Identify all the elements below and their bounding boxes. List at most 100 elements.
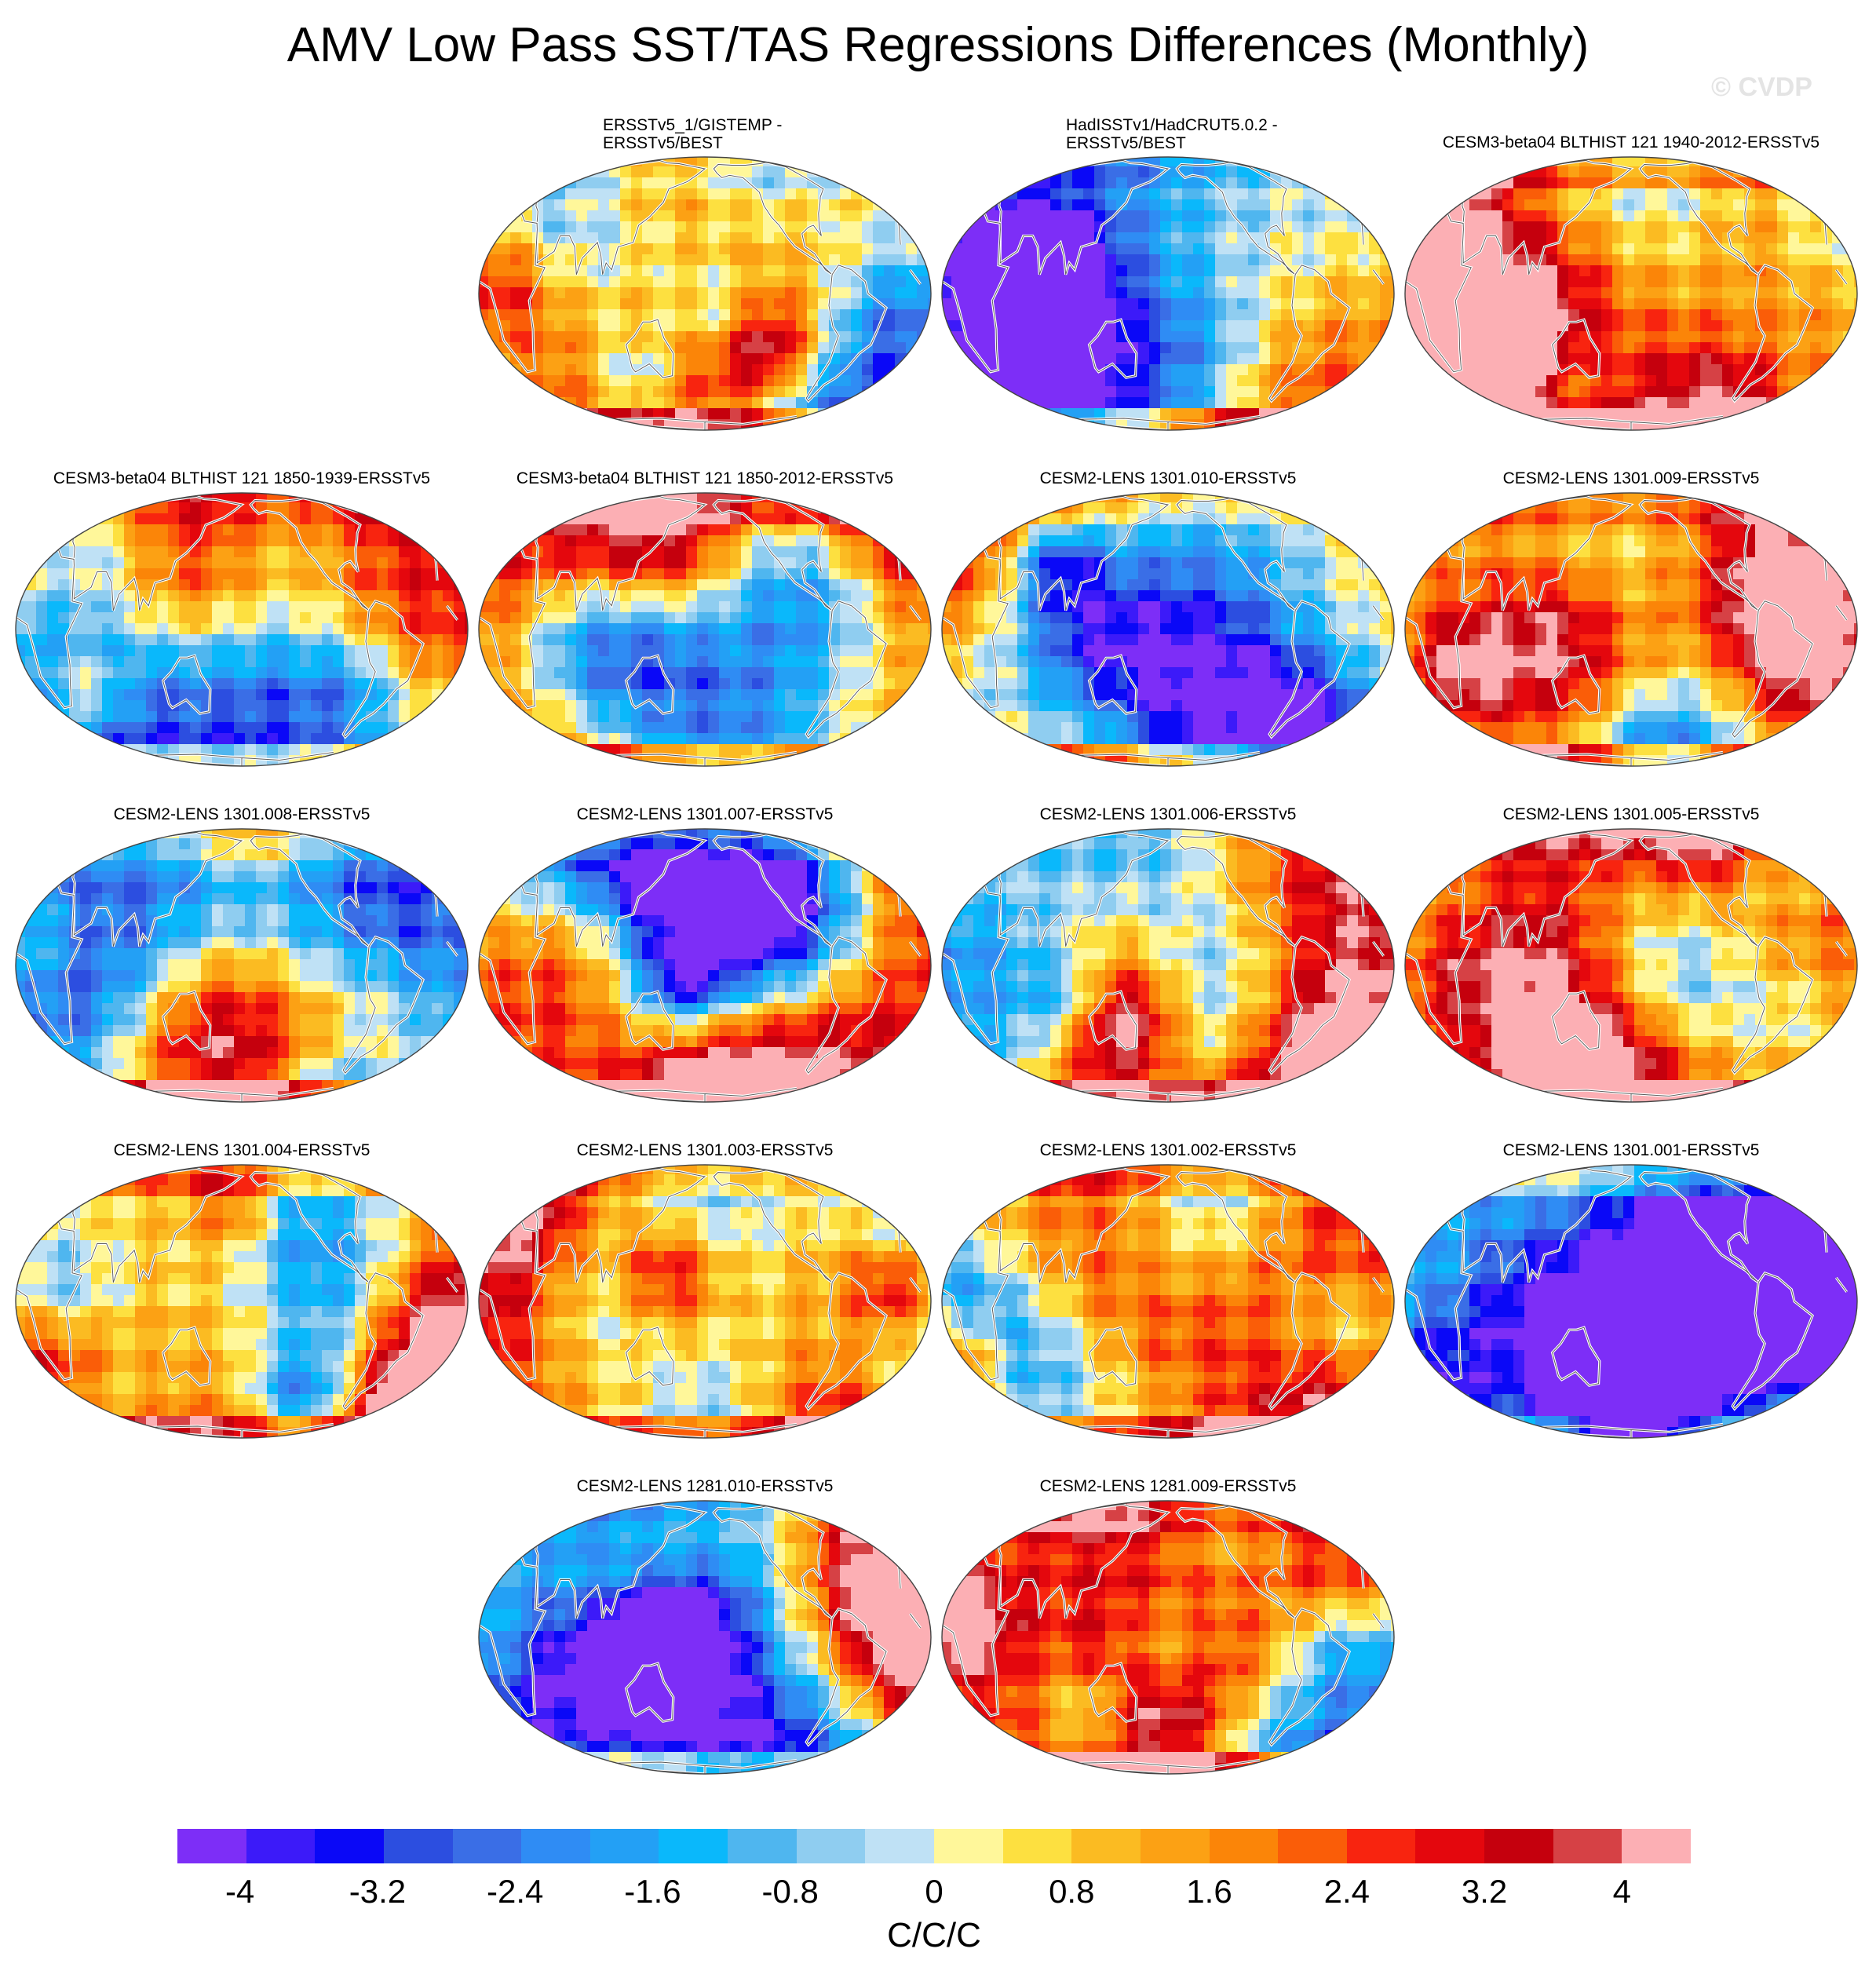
field-cell (1105, 342, 1117, 354)
field-cell (102, 634, 114, 646)
field-cell (245, 722, 257, 734)
field-cell (1645, 265, 1657, 277)
field-cell (1590, 177, 1602, 189)
field-cell (565, 612, 577, 624)
field-cell (91, 634, 103, 646)
field-cell (1590, 157, 1602, 167)
field-cell (565, 331, 577, 343)
field-cell (1226, 375, 1238, 387)
field-cell (102, 601, 114, 613)
field-cell (1391, 419, 1394, 430)
field-cell (443, 744, 454, 756)
field-cell (1623, 364, 1635, 376)
field-cell (1491, 166, 1503, 178)
field-cell (311, 502, 323, 514)
field-cell (1832, 221, 1844, 233)
field-cell (477, 430, 489, 432)
field-cell (554, 590, 566, 602)
field-cell (884, 188, 896, 200)
field-cell (752, 320, 764, 332)
field-cell (675, 590, 687, 602)
field-cell (256, 590, 268, 602)
field-cell (1425, 232, 1437, 244)
field-cell (1744, 157, 1756, 167)
field-cell (157, 546, 169, 558)
field-cell (157, 535, 169, 547)
field-cell (488, 397, 500, 409)
field-cell (752, 199, 764, 211)
field-cell (1182, 298, 1194, 310)
field-cell (873, 546, 885, 558)
field-cell (631, 265, 643, 277)
field-cell (190, 546, 202, 558)
field-cell (1733, 210, 1745, 222)
field-cell (862, 265, 874, 277)
field-cell (840, 276, 852, 288)
field-cell (1270, 397, 1282, 409)
field-cell (873, 579, 885, 591)
field-cell (928, 276, 931, 288)
field-cell (1590, 254, 1602, 266)
field-cell (16, 700, 26, 712)
field-cell (1854, 419, 1857, 430)
field-cell (664, 177, 676, 189)
field-cell (543, 320, 555, 332)
field-cell (1083, 265, 1095, 277)
field-cell (873, 342, 885, 354)
field-cell (1336, 265, 1348, 277)
field-cell (1303, 157, 1315, 167)
field-cell (201, 493, 213, 503)
field-cell (917, 265, 929, 277)
field-cell (1755, 254, 1767, 266)
field-cell (1405, 287, 1415, 299)
field-cell (1700, 430, 1712, 432)
field-cell (620, 276, 632, 288)
field-cell (124, 667, 136, 679)
field-cell (796, 287, 808, 299)
field-cell (884, 397, 896, 409)
field-cell (1579, 232, 1591, 244)
field-cell (454, 711, 465, 723)
field-cell (951, 397, 963, 409)
field-cell (1050, 375, 1062, 387)
field-cell (951, 364, 963, 376)
field-cell (267, 601, 279, 613)
field-cell (1105, 199, 1117, 211)
field-cell (1678, 254, 1690, 266)
field-cell (289, 744, 301, 756)
field-cell (1050, 342, 1062, 354)
field-cell (1667, 221, 1679, 233)
field-cell (1436, 298, 1448, 310)
field-cell (179, 722, 191, 734)
field-cell (862, 331, 874, 343)
field-cell (1204, 243, 1216, 255)
field-cell (1171, 320, 1183, 332)
field-cell (1182, 331, 1194, 343)
field-cell (741, 579, 753, 591)
field-cell (796, 612, 808, 624)
field-cell (1667, 188, 1679, 200)
field-cell (587, 320, 599, 332)
field-cell (942, 342, 952, 354)
field-cell (631, 353, 643, 365)
field-cell (1006, 331, 1018, 343)
field-cell (796, 590, 808, 602)
field-cell (1634, 386, 1646, 398)
field-cell (565, 493, 577, 503)
field-cell (234, 546, 246, 558)
field-cell (289, 722, 301, 734)
field-cell (388, 645, 400, 657)
field-cell (1568, 287, 1580, 299)
field-cell (1006, 276, 1018, 288)
field-cell (421, 579, 433, 591)
field-cell (80, 678, 92, 690)
field-cell (1116, 210, 1128, 222)
field-cell (1469, 199, 1481, 211)
field-cell (1832, 375, 1844, 387)
field-cell (708, 408, 720, 420)
field-cell (1369, 199, 1381, 211)
field-cell (1138, 210, 1150, 222)
field-cell (311, 700, 323, 712)
field-cell (510, 386, 522, 398)
panel-title-line: HadISSTv1/HadCRUT5.0.2 - (1066, 116, 1278, 134)
